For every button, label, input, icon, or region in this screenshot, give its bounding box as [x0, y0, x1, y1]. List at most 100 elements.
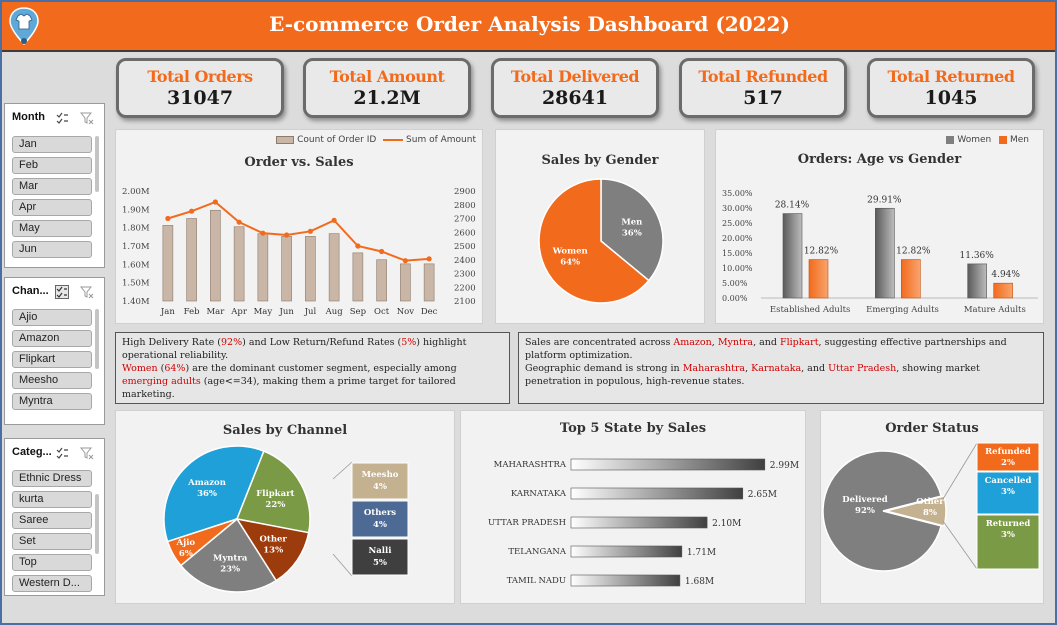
right-axis-tick: 2900: [454, 187, 476, 197]
legend-label: Men: [1009, 135, 1029, 145]
slicer-item-western-dress[interactable]: Western D...: [12, 575, 92, 592]
note-text: ) highlight operational reliability.: [122, 337, 467, 361]
y-axis-tick: 25.00%: [722, 219, 753, 228]
slicer-item-feb[interactable]: Feb: [12, 157, 92, 174]
legend-label: Sum of Amount: [406, 135, 476, 145]
breakout-value: 3%: [1001, 487, 1015, 497]
right-axis-tick: 2800: [454, 201, 476, 211]
slicer-item-ethnic-dress[interactable]: Ethnic Dress: [12, 470, 92, 487]
slice-ajio: [166, 518, 238, 567]
breakout-others: [351, 500, 409, 538]
slicer-item-ajio[interactable]: Ajio: [12, 309, 92, 326]
slicer-item-saree[interactable]: Saree: [12, 512, 92, 529]
right-axis-tick: 2200: [454, 283, 476, 293]
slice-value: 8%: [923, 508, 937, 518]
header-bar: E-commerce Order Analysis Dashboard (202…: [2, 2, 1055, 52]
chart-title: Sales by Channel: [222, 423, 348, 438]
breakout-nalli: [351, 538, 409, 576]
bar-telangana: [570, 545, 683, 558]
note-text: , suggesting effective partnerships and …: [525, 337, 1007, 361]
slicer-scrollbar[interactable]: [95, 494, 99, 554]
sales-point-apr: [236, 219, 242, 225]
state-label: UTTAR PRADESH: [488, 518, 566, 528]
insight-paragraph: Geographic demand is strong in Maharasht…: [525, 362, 1037, 388]
sales-point-feb: [189, 208, 195, 214]
slicer-item-jan[interactable]: Jan: [12, 136, 92, 153]
slicer-item-set[interactable]: Set: [12, 533, 92, 550]
breakout-label: Refunded: [985, 447, 1031, 457]
multi-select-icon[interactable]: [55, 446, 69, 460]
slicer-scrollbar[interactable]: [95, 309, 99, 369]
x-axis-tick: Jul: [304, 307, 317, 317]
slice-myntra: [179, 517, 278, 593]
left-axis-tick: 1.60M: [122, 260, 150, 270]
x-axis-tick: Apr: [230, 307, 248, 317]
bar-count-feb: [186, 218, 197, 302]
multi-select-icon[interactable]: [55, 111, 69, 125]
slicer-item-mar[interactable]: Mar: [12, 178, 92, 195]
breakout-label: Meesho: [362, 470, 399, 480]
note-text: (: [157, 363, 165, 374]
right-axis-tick: 2500: [454, 242, 476, 252]
bar-count-sep: [352, 252, 364, 302]
slice-value: 22%: [265, 500, 285, 510]
legend-label: Count of Order ID: [297, 135, 377, 145]
slicer-header: Categ...: [5, 439, 104, 467]
slice-other: [885, 495, 947, 527]
left-axis-tick: 2.00M: [122, 187, 150, 197]
sales-point-mar: [212, 199, 218, 205]
state-label: TELANGANA: [508, 547, 566, 557]
right-axis-tick: 2600: [454, 228, 476, 238]
breakout-label: Cancelled: [985, 476, 1032, 486]
note-text: ) are the dominant customer segment, esp…: [185, 363, 457, 374]
slicer-header: Chan...: [5, 278, 104, 306]
left-axis-tick: 1.50M: [122, 279, 150, 289]
clear-filter-icon[interactable]: [80, 111, 94, 125]
slicer-scrollbar[interactable]: [95, 136, 99, 192]
breakout-cancelled: [976, 471, 1040, 515]
slicer-item-meesho[interactable]: Meesho: [12, 372, 92, 389]
order-status-panel: Order Status Delivered 92% Other 8% Refunded…: [820, 410, 1044, 604]
bar-count-aug: [328, 233, 340, 302]
slicer-item-jun[interactable]: Jun: [12, 241, 92, 258]
sales-by-gender-panel: Sales by Gender Men 36% Women 64%: [495, 129, 705, 324]
dashboard-title: E-commerce Order Analysis Dashboard (202…: [269, 12, 790, 36]
kpi-value: 517: [743, 87, 783, 109]
note-text: ,: [745, 363, 752, 374]
clear-filter-icon[interactable]: [80, 285, 94, 299]
slicer-item-may[interactable]: May: [12, 220, 92, 237]
slicer-item-kurta[interactable]: kurta: [12, 491, 92, 508]
slicer-item-flipkart[interactable]: Flipkart: [12, 351, 92, 368]
clear-filter-icon[interactable]: [80, 446, 94, 460]
slice-value: 23%: [220, 564, 240, 574]
kpi-label: Total Delivered: [510, 67, 640, 86]
y-axis-tick: 0.00%: [722, 294, 748, 303]
note-text: , showing market penetration in populous…: [525, 363, 980, 387]
breakout-returned: [976, 514, 1040, 570]
slicer-item-myntra[interactable]: Myntra: [12, 393, 92, 410]
slicer-item-top[interactable]: Top: [12, 554, 92, 571]
kpi-card-total-orders: Total Orders 31047: [116, 58, 284, 118]
bar-count-oct: [376, 259, 387, 302]
note-text: ) and Low Return/Refund Rates (: [242, 337, 402, 348]
legend-swatch-bar: [276, 135, 295, 144]
y-axis-tick: 10.00%: [722, 264, 753, 273]
x-axis-tick: May: [254, 307, 273, 317]
shirt-location-logo-icon: [9, 7, 39, 46]
chart-legend: Women Men: [946, 135, 1029, 145]
sales-point-aug: [331, 217, 337, 223]
multi-select-icon[interactable]: [55, 285, 69, 299]
slice-men: [600, 178, 664, 282]
x-axis-tick: Aug: [325, 307, 344, 317]
slicer-item-amazon[interactable]: Amazon: [12, 330, 92, 347]
slice-value: 13%: [263, 546, 283, 556]
sales-point-jul: [307, 228, 313, 234]
slicer-item-apr[interactable]: Apr: [12, 199, 92, 216]
slice-flipkart: [235, 450, 311, 534]
chart-title: Top 5 State by Sales: [559, 421, 707, 436]
sales-point-oct: [379, 248, 385, 255]
note-highlight: 5%: [401, 337, 417, 348]
kpi-label: Total Amount: [329, 67, 445, 86]
note-highlight: Flipkart: [780, 337, 819, 348]
kpi-value: 1045: [924, 87, 978, 109]
